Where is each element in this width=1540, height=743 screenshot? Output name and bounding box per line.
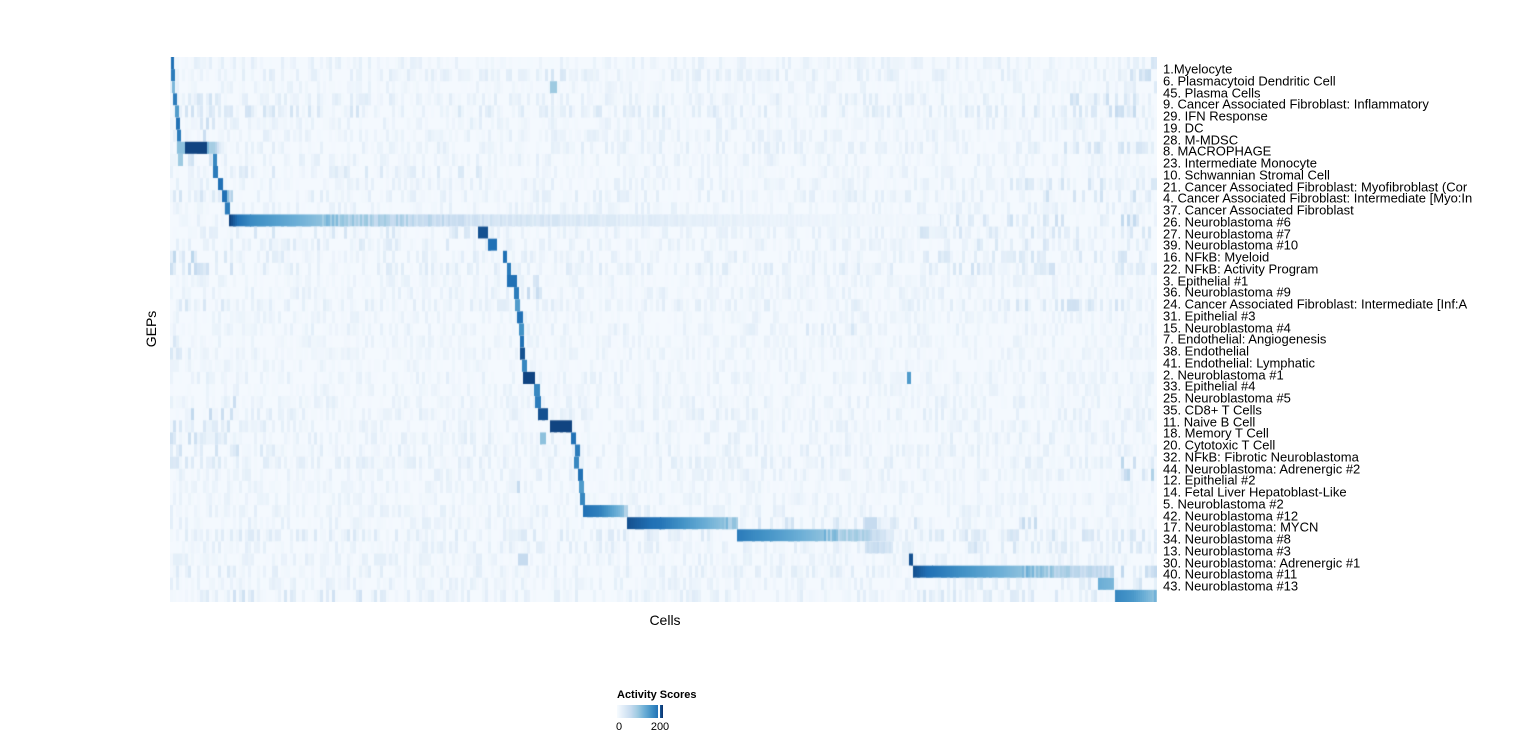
- row-label: 25. Neuroblastoma #5: [1163, 390, 1291, 406]
- legend-title: Activity Scores: [617, 689, 697, 701]
- row-label: 24. Cancer Associated Fibroblast: Interm…: [1163, 296, 1468, 312]
- colorbar-legend: Activity Scores 0 200: [615, 689, 737, 733]
- row-label: 42. Neuroblastoma #12: [1163, 508, 1299, 523]
- row-label: 29. IFN Response: [1163, 108, 1268, 124]
- row-label: 38. Endothelial: [1163, 343, 1250, 359]
- row-label: 27. Neuroblastoma #7: [1163, 226, 1291, 241]
- row-label: 44. Neuroblastoma: Adrenergic #2: [1163, 461, 1361, 476]
- row-label: 26. Neuroblastoma #6: [1163, 214, 1291, 230]
- row-label: 31. Epithelial #3: [1163, 308, 1256, 324]
- row-label: 41. Endothelial: Lymphatic: [1163, 355, 1316, 371]
- row-labels: 1.Myelocyte 6. Plasmacytoid Dendritic Cel…: [1163, 0, 1540, 743]
- row-label: 6. Plasmacytoid Dendritic Cell: [1163, 73, 1336, 89]
- legend-min-label: 0: [615, 721, 623, 733]
- row-label: 8. MACROPHAGE: [1163, 143, 1272, 159]
- row-label: 34. Neuroblastoma #8: [1163, 531, 1291, 547]
- row-label: 15. Neuroblastoma #4: [1163, 320, 1291, 335]
- row-label: 11. Naive B Cell: [1163, 414, 1256, 429]
- row-label: 18. Memory T Cell: [1163, 425, 1269, 441]
- row-label: 16. NFkB: Myeloid: [1163, 249, 1270, 265]
- row-label: 45. Plasma Cells: [1163, 85, 1261, 100]
- row-label: 9. Cancer Associated Fibroblast: Inflamm…: [1163, 96, 1429, 112]
- heatmap-canvas: [170, 57, 1157, 602]
- row-label: 14. Fetal Liver Hepatoblast-Like: [1163, 484, 1347, 500]
- row-label: 33. Epithelial #4: [1163, 378, 1256, 394]
- row-label: 21. Cancer Associated Fibroblast: Myofib…: [1163, 179, 1468, 194]
- legend-tick-mark: [658, 705, 660, 718]
- row-label: 13. Neuroblastoma #3: [1163, 543, 1291, 559]
- row-label: 39. Neuroblastoma #10: [1163, 237, 1299, 253]
- row-label: 7. Endothelial: Angiogenesis: [1163, 331, 1327, 347]
- row-label: 20. Cytotoxic T Cell: [1163, 437, 1276, 453]
- row-label: 35. CD8+ T Cells: [1163, 402, 1262, 418]
- row-label: 10. Schwannian Stromal Cell: [1163, 167, 1330, 183]
- x-axis-label: Cells: [649, 612, 681, 628]
- row-label: 19. DC: [1163, 120, 1204, 136]
- row-label: 37. Cancer Associated Fibroblast: [1163, 202, 1354, 218]
- row-label: 23. Intermediate Monocyte: [1163, 155, 1317, 171]
- row-label: 28. M-MDSC: [1163, 132, 1239, 147]
- row-label: 43. Neuroblastoma #13: [1163, 578, 1299, 594]
- row-label: 4. Cancer Associated Fibroblast: Interme…: [1163, 190, 1473, 206]
- row-label: 1.Myelocyte: [1163, 61, 1233, 77]
- y-axis-label: GEPs: [143, 310, 159, 348]
- row-label: 40. Neuroblastoma #11: [1163, 566, 1298, 582]
- legend-labels: 0 200: [615, 721, 737, 733]
- row-label: 30. Neuroblastoma: Adrenergic #1: [1163, 555, 1361, 570]
- legend-max-label: 200: [650, 721, 670, 733]
- row-label: 3. Epithelial #1: [1163, 273, 1249, 288]
- row-label: 12. Epithelial #2: [1163, 472, 1256, 488]
- row-label: 22. NFkB: Activity Program: [1163, 261, 1319, 277]
- row-label: 5. Neuroblastoma #2: [1163, 496, 1284, 512]
- row-label: 2. Neuroblastoma #1: [1163, 367, 1284, 382]
- row-label: 36. Neuroblastoma #9: [1163, 284, 1291, 300]
- legend-gradient-bar: [617, 705, 663, 718]
- row-label: 32. NFkB: Fibrotic Neuroblastoma: [1163, 449, 1359, 465]
- row-label: 17. Neuroblastoma: MYCN: [1163, 519, 1319, 535]
